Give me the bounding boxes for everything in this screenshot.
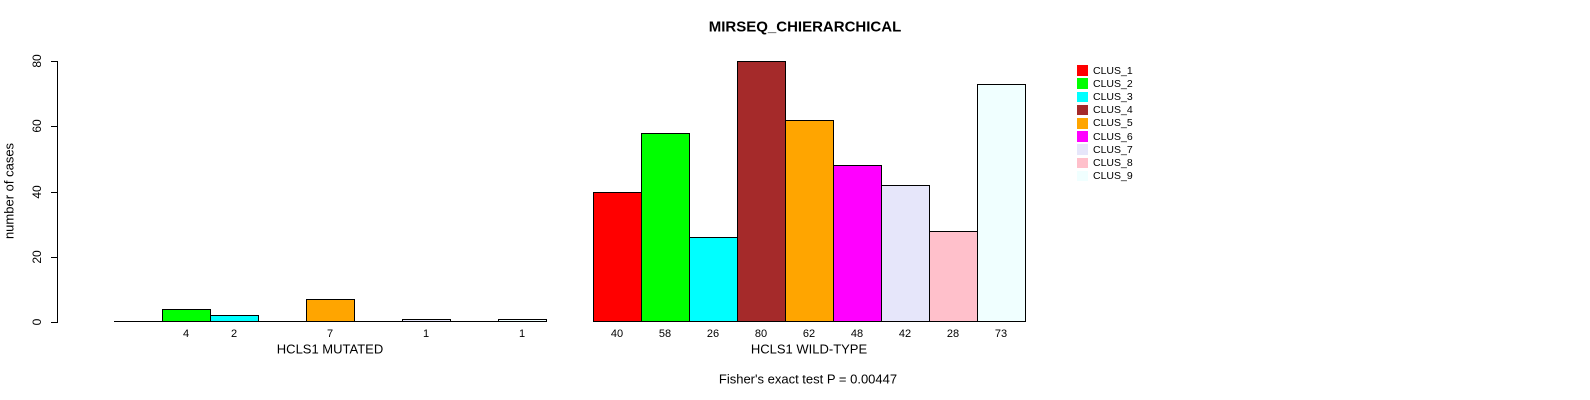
legend-swatch-clus_8 bbox=[1077, 157, 1088, 169]
legend-label-clus_8: CLUS_8 bbox=[1093, 156, 1133, 169]
bar-value-label: 42 bbox=[898, 328, 912, 340]
legend-swatch-clus_2 bbox=[1077, 78, 1088, 89]
group-label-mutated: HCLS1 MUTATED bbox=[276, 341, 384, 357]
y-axis-title: number of cases bbox=[1, 142, 17, 240]
y-axis-tick-label: 60 bbox=[30, 119, 44, 133]
bar-value-label: 26 bbox=[706, 328, 720, 340]
legend-swatch-clus_1 bbox=[1077, 65, 1088, 76]
bar-value-label: 62 bbox=[802, 328, 816, 340]
bar-clus_9-wildtype bbox=[977, 83, 1026, 322]
bar-clus_2-wildtype bbox=[641, 132, 690, 322]
legend-swatch-clus_3 bbox=[1077, 91, 1088, 103]
bar-value-label: 4 bbox=[182, 328, 190, 340]
bar-clus_6-zero bbox=[354, 321, 403, 322]
y-axis-tick-label: 20 bbox=[30, 250, 44, 264]
legend-label-clus_5: CLUS_5 bbox=[1093, 117, 1133, 130]
bar-value-label: 48 bbox=[850, 328, 864, 340]
bar-clus_5-wildtype bbox=[785, 119, 834, 322]
bar-value-label: 58 bbox=[658, 328, 672, 340]
y-axis-tick-label: 0 bbox=[30, 318, 44, 326]
bar-clus_2-mutated bbox=[162, 308, 211, 322]
fisher-test-annotation: Fisher's exact test P = 0.00447 bbox=[718, 371, 898, 387]
y-axis-tick bbox=[51, 256, 57, 258]
legend-label-clus_4: CLUS_4 bbox=[1093, 104, 1133, 117]
legend-label-clus_7: CLUS_7 bbox=[1093, 143, 1133, 156]
bar-clus_1-wildtype bbox=[593, 191, 642, 322]
bar-value-label: 1 bbox=[422, 328, 430, 340]
y-axis-tick bbox=[51, 191, 57, 193]
bar-clus_9-mutated bbox=[498, 318, 547, 322]
y-axis-tick bbox=[51, 126, 57, 128]
legend-swatch-clus_4 bbox=[1077, 104, 1088, 116]
bar-clus_1-zero bbox=[114, 321, 163, 322]
legend-swatch-clus_9 bbox=[1077, 170, 1088, 182]
bar-clus_7-mutated bbox=[402, 318, 451, 322]
bar-value-label: 7 bbox=[326, 328, 334, 340]
bar-clus_3-mutated bbox=[210, 315, 259, 322]
legend-label-clus_6: CLUS_6 bbox=[1093, 130, 1133, 143]
bar-value-label: 40 bbox=[610, 328, 624, 340]
bar-clus_4-zero bbox=[258, 321, 307, 322]
bar-value-label: 1 bbox=[518, 328, 526, 340]
y-axis-tick bbox=[51, 61, 57, 62]
bar-clus_8-wildtype bbox=[929, 230, 978, 322]
y-axis-tick-label: 40 bbox=[30, 184, 44, 199]
y-axis-tick bbox=[51, 322, 57, 323]
legend-label-clus_2: CLUS_2 bbox=[1093, 77, 1133, 90]
legend-swatch-clus_6 bbox=[1077, 131, 1088, 142]
bar-value-label: 28 bbox=[946, 328, 960, 340]
bar-value-label: 2 bbox=[230, 328, 238, 340]
bar-clus_8-zero bbox=[450, 321, 499, 322]
bar-clus_4-wildtype bbox=[737, 61, 786, 322]
legend-swatch-clus_5 bbox=[1077, 118, 1088, 129]
bar-clus_3-wildtype bbox=[689, 237, 738, 322]
legend-label-clus_1: CLUS_1 bbox=[1093, 64, 1133, 77]
y-axis-line bbox=[57, 61, 58, 323]
y-axis-tick-label: 80 bbox=[30, 54, 44, 68]
chart-title: MIRSEQ_CHIERARCHICAL bbox=[708, 18, 902, 36]
legend-label-clus_9: CLUS_9 bbox=[1093, 170, 1133, 183]
bar-clus_6-wildtype bbox=[833, 165, 882, 322]
bar-clus_5-mutated bbox=[306, 299, 355, 322]
bar-clus_7-wildtype bbox=[881, 184, 930, 322]
legend-label-clus_3: CLUS_3 bbox=[1093, 90, 1133, 103]
group-label-wildtype: HCLS1 WILD-TYPE bbox=[750, 341, 868, 357]
bar-value-label: 73 bbox=[994, 328, 1008, 340]
bar-value-label: 80 bbox=[754, 328, 768, 340]
legend-swatch-clus_7 bbox=[1077, 144, 1088, 155]
